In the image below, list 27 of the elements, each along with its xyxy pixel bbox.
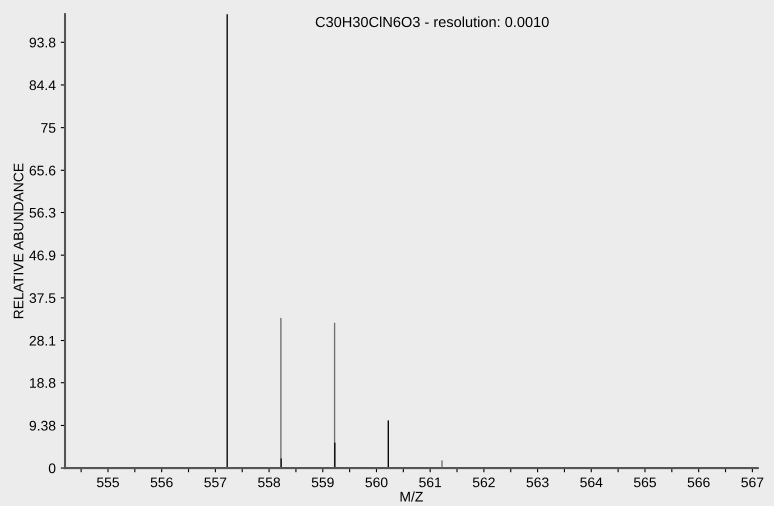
x-tick-label: 564 bbox=[580, 477, 602, 488]
x-tick-label: 565 bbox=[634, 477, 656, 488]
x-axis-title: M/Z bbox=[400, 491, 423, 502]
x-tick-label: 560 bbox=[365, 477, 388, 488]
x-tick-label: 567 bbox=[741, 477, 764, 488]
y-axis-title: RELATIVE ABUNDANCE bbox=[14, 163, 24, 318]
x-tick-label: 556 bbox=[150, 477, 173, 488]
x-tick-label: 561 bbox=[419, 477, 442, 488]
y-tick-label: 65.6 bbox=[30, 166, 56, 176]
y-tick-label: 84.4 bbox=[30, 80, 56, 90]
x-tick-label: 559 bbox=[312, 477, 334, 488]
chart-title: C30H30ClN6O3 - resolution: 0.0010 bbox=[316, 16, 549, 28]
y-tick-label: 75 bbox=[41, 123, 56, 133]
y-tick-label: 56.3 bbox=[30, 208, 56, 218]
x-tick-label: 563 bbox=[526, 477, 549, 488]
y-tick-label: 93.8 bbox=[30, 38, 56, 48]
y-tick-label: 0 bbox=[48, 463, 56, 474]
x-tick-label: 562 bbox=[472, 477, 495, 488]
y-tick-label: 9.38 bbox=[30, 420, 56, 431]
x-tick-label: 555 bbox=[96, 478, 119, 488]
y-tick-label: 46.9 bbox=[29, 250, 56, 260]
y-tick-label: 37.5 bbox=[29, 293, 56, 304]
x-tick-label: 566 bbox=[688, 477, 710, 488]
x-tick-label: 558 bbox=[258, 477, 280, 488]
x-tick-label: 557 bbox=[204, 478, 226, 488]
y-tick-label: 18.8 bbox=[30, 378, 56, 388]
y-tick-label: 28.1 bbox=[30, 336, 56, 346]
